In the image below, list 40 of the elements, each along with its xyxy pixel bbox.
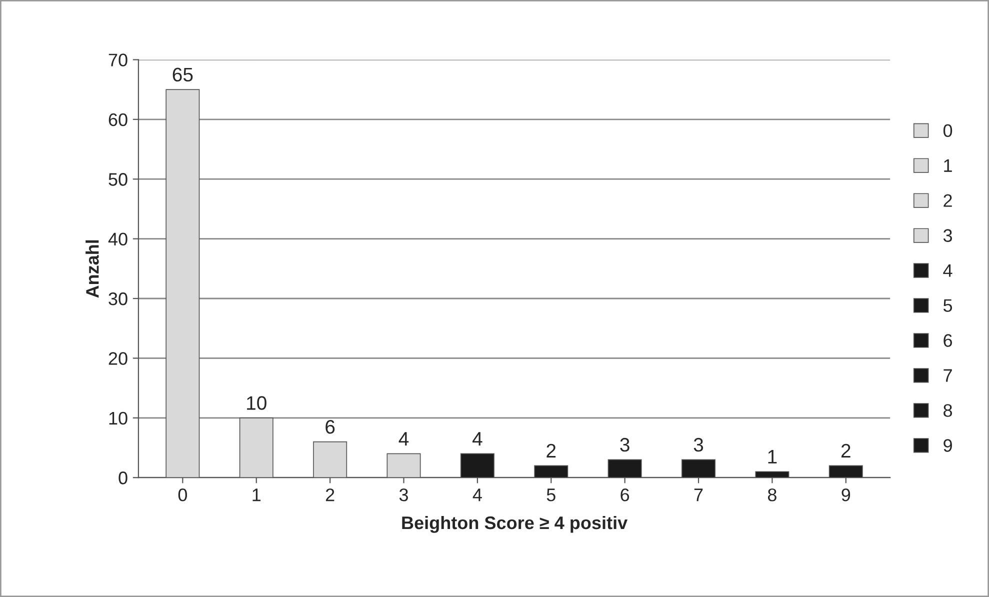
y-tick-label: 50 <box>108 173 128 186</box>
x-tick-label: 3 <box>399 488 408 502</box>
x-axis-title: Beighton Score ≥ 4 positiv <box>402 516 628 533</box>
data-label: 2 <box>841 444 850 458</box>
x-tick-label: 5 <box>546 488 556 502</box>
y-tick-label: 70 <box>108 54 128 66</box>
legend-label: 6 <box>944 334 952 347</box>
data-label: 10 <box>247 396 266 410</box>
x-tick-label: 4 <box>472 488 482 502</box>
legend-label: 3 <box>943 229 952 242</box>
data-label: 6 <box>326 420 335 434</box>
x-tick-label: 9 <box>842 488 850 502</box>
x-tick-label: 0 <box>178 488 187 502</box>
y-tick-label: 0 <box>118 472 128 484</box>
data-label: 2 <box>546 444 556 458</box>
legend-label: 5 <box>943 299 952 312</box>
legend-label: 9 <box>944 439 952 452</box>
y-axis-title: Anzahl <box>86 240 99 298</box>
x-tick-label: 6 <box>620 488 630 502</box>
x-tick-label: 1 <box>252 488 261 502</box>
legend-label: 4 <box>943 264 952 277</box>
legend-label: 8 <box>944 404 952 417</box>
data-label: 1 <box>768 450 777 464</box>
legend-label: 1 <box>944 159 952 172</box>
y-tick-label: 40 <box>108 232 128 246</box>
x-tick-label: 7 <box>694 488 703 502</box>
data-label: 4 <box>472 432 482 446</box>
legend-label: 2 <box>944 194 952 207</box>
y-tick-label: 30 <box>108 292 128 306</box>
y-tick-label: 10 <box>109 412 128 425</box>
x-tick-label: 2 <box>326 488 334 502</box>
legend-label: 7 <box>944 369 952 382</box>
x-tick-label: 8 <box>768 488 776 502</box>
legend-label: 0 <box>943 124 952 138</box>
data-label: 3 <box>620 438 630 452</box>
data-label: 65 <box>172 68 193 82</box>
data-label: 4 <box>398 432 409 446</box>
data-label: 3 <box>694 438 704 452</box>
y-tick-label: 20 <box>108 352 128 365</box>
y-tick-label: 60 <box>108 113 128 126</box>
